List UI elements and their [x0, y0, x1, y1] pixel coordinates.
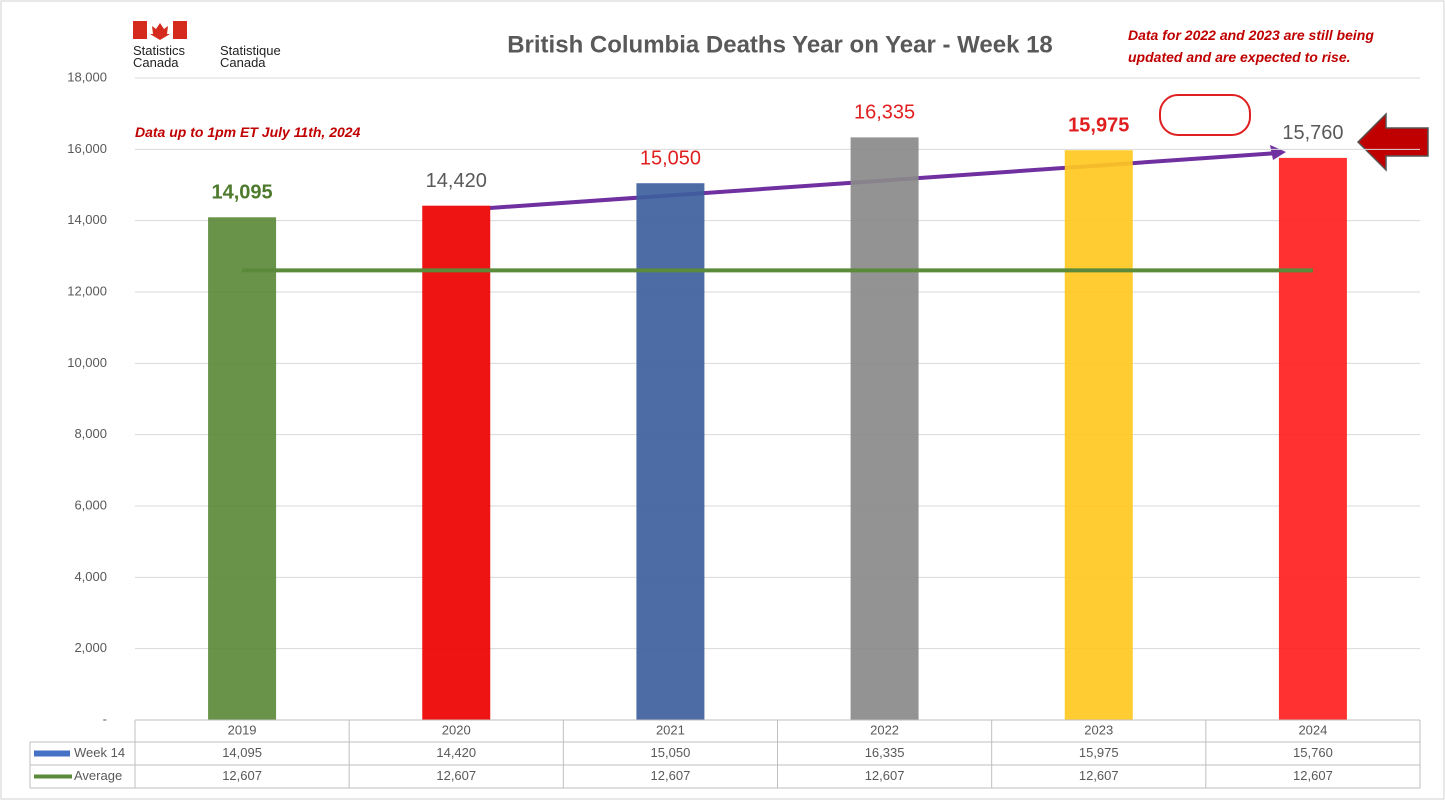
table-cell: 12,607 — [1293, 768, 1333, 783]
icon — [1159, 94, 1251, 136]
bar — [422, 205, 491, 721]
bar — [1278, 157, 1347, 721]
bar — [208, 217, 277, 721]
x-tick-label: 2023 — [1084, 722, 1113, 737]
pointer-arrow — [1356, 112, 1429, 172]
y-tick-label: 6,000 — [74, 497, 107, 512]
data-label: 15,050 — [640, 147, 701, 169]
y-tick-label: 2,000 — [74, 640, 107, 655]
x-tick-label: 2024 — [1298, 722, 1327, 737]
y-tick-label: 12,000 — [67, 283, 107, 298]
table-cell: 16,335 — [865, 745, 905, 760]
data-label: 15,975 — [1068, 115, 1129, 137]
data-label: 14,420 — [426, 170, 487, 192]
logo-fr: Statistique Canada — [220, 43, 281, 70]
trend-arrow-head — [1270, 145, 1286, 160]
flag-left — [133, 21, 147, 39]
x-tick-label: 2022 — [870, 722, 899, 737]
legend-label: Average — [74, 768, 122, 783]
maple-leaf — [150, 23, 170, 40]
y-tick-label: 8,000 — [74, 426, 107, 441]
flag-right — [173, 21, 187, 39]
table-cell: 14,095 — [222, 745, 262, 760]
y-tick-label: 4,000 — [74, 569, 107, 584]
bar — [636, 183, 705, 720]
table-cell: 12,607 — [222, 768, 262, 783]
legend-swatch — [34, 750, 70, 757]
chart-title: British Columbia Deaths Year on Year - W… — [507, 31, 1053, 58]
annotation: Data for 2022 and 2023 are still being u… — [1128, 27, 1374, 65]
table-cell: 14,420 — [436, 745, 476, 760]
table-cell: 12,607 — [436, 768, 476, 783]
data-label: 15,760 — [1282, 122, 1343, 144]
x-tick-label: 2021 — [656, 722, 685, 737]
y-tick-label: 14,000 — [67, 212, 107, 227]
bar — [1064, 150, 1133, 721]
legend-label: Week 14 — [74, 745, 125, 760]
data-label: 16,335 — [854, 102, 915, 124]
annotation: Data up to 1pm ET July 11th, 2024 — [135, 124, 361, 140]
x-tick-label: 2019 — [228, 722, 257, 737]
y-tick-label: - — [103, 711, 107, 726]
x-tick-label: 2020 — [442, 722, 471, 737]
y-tick-label: 10,000 — [67, 355, 107, 370]
table-cell: 12,607 — [651, 768, 691, 783]
bar — [850, 137, 919, 720]
data-label: 14,095 — [211, 182, 272, 204]
table-cell: 15,050 — [651, 745, 691, 760]
y-tick-label: 16,000 — [67, 141, 107, 156]
table-cell: 15,760 — [1293, 745, 1333, 760]
table-cell: 12,607 — [865, 768, 905, 783]
y-tick-label: 18,000 — [67, 69, 107, 84]
table-cell: 12,607 — [1079, 768, 1119, 783]
table-cell: 15,975 — [1079, 745, 1119, 760]
logo-en: Statistics Canada — [133, 43, 186, 70]
